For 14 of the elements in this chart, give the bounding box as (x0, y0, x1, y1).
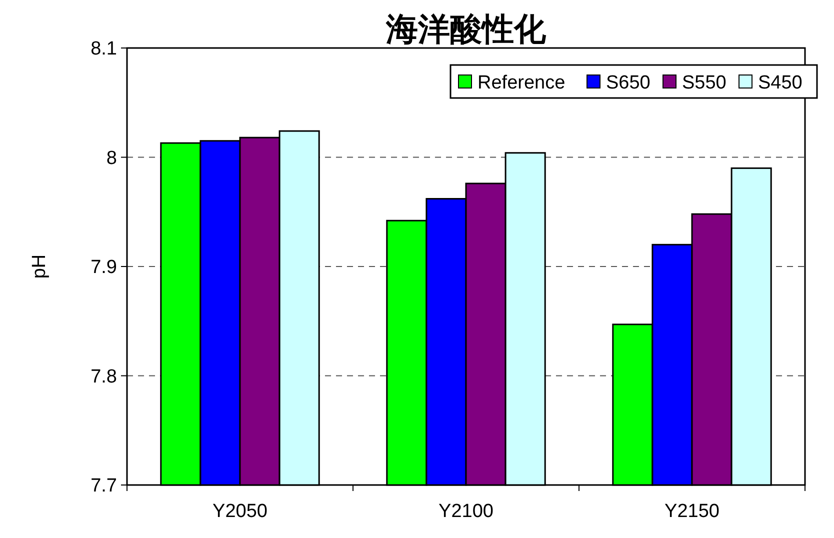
legend-label: S450 (758, 72, 802, 94)
legend-label: S550 (682, 72, 726, 94)
y-tick-label: 7.8 (90, 366, 117, 388)
x-tick-label: Y2050 (212, 501, 268, 522)
x-tick-label: Y2100 (438, 501, 494, 522)
y-tick-label: 7.7 (90, 476, 117, 497)
y-tick-label: 8.1 (90, 38, 117, 60)
y-tick-label: 8 (106, 148, 117, 169)
legend-label: S650 (606, 72, 650, 94)
y-tick-label: 7.9 (90, 257, 117, 278)
chart-title: 海洋酸性化 (385, 10, 547, 48)
x-tick-label: Y2150 (664, 501, 720, 522)
legend-label: Reference (478, 72, 566, 94)
y-axis-title: pH (29, 254, 50, 279)
